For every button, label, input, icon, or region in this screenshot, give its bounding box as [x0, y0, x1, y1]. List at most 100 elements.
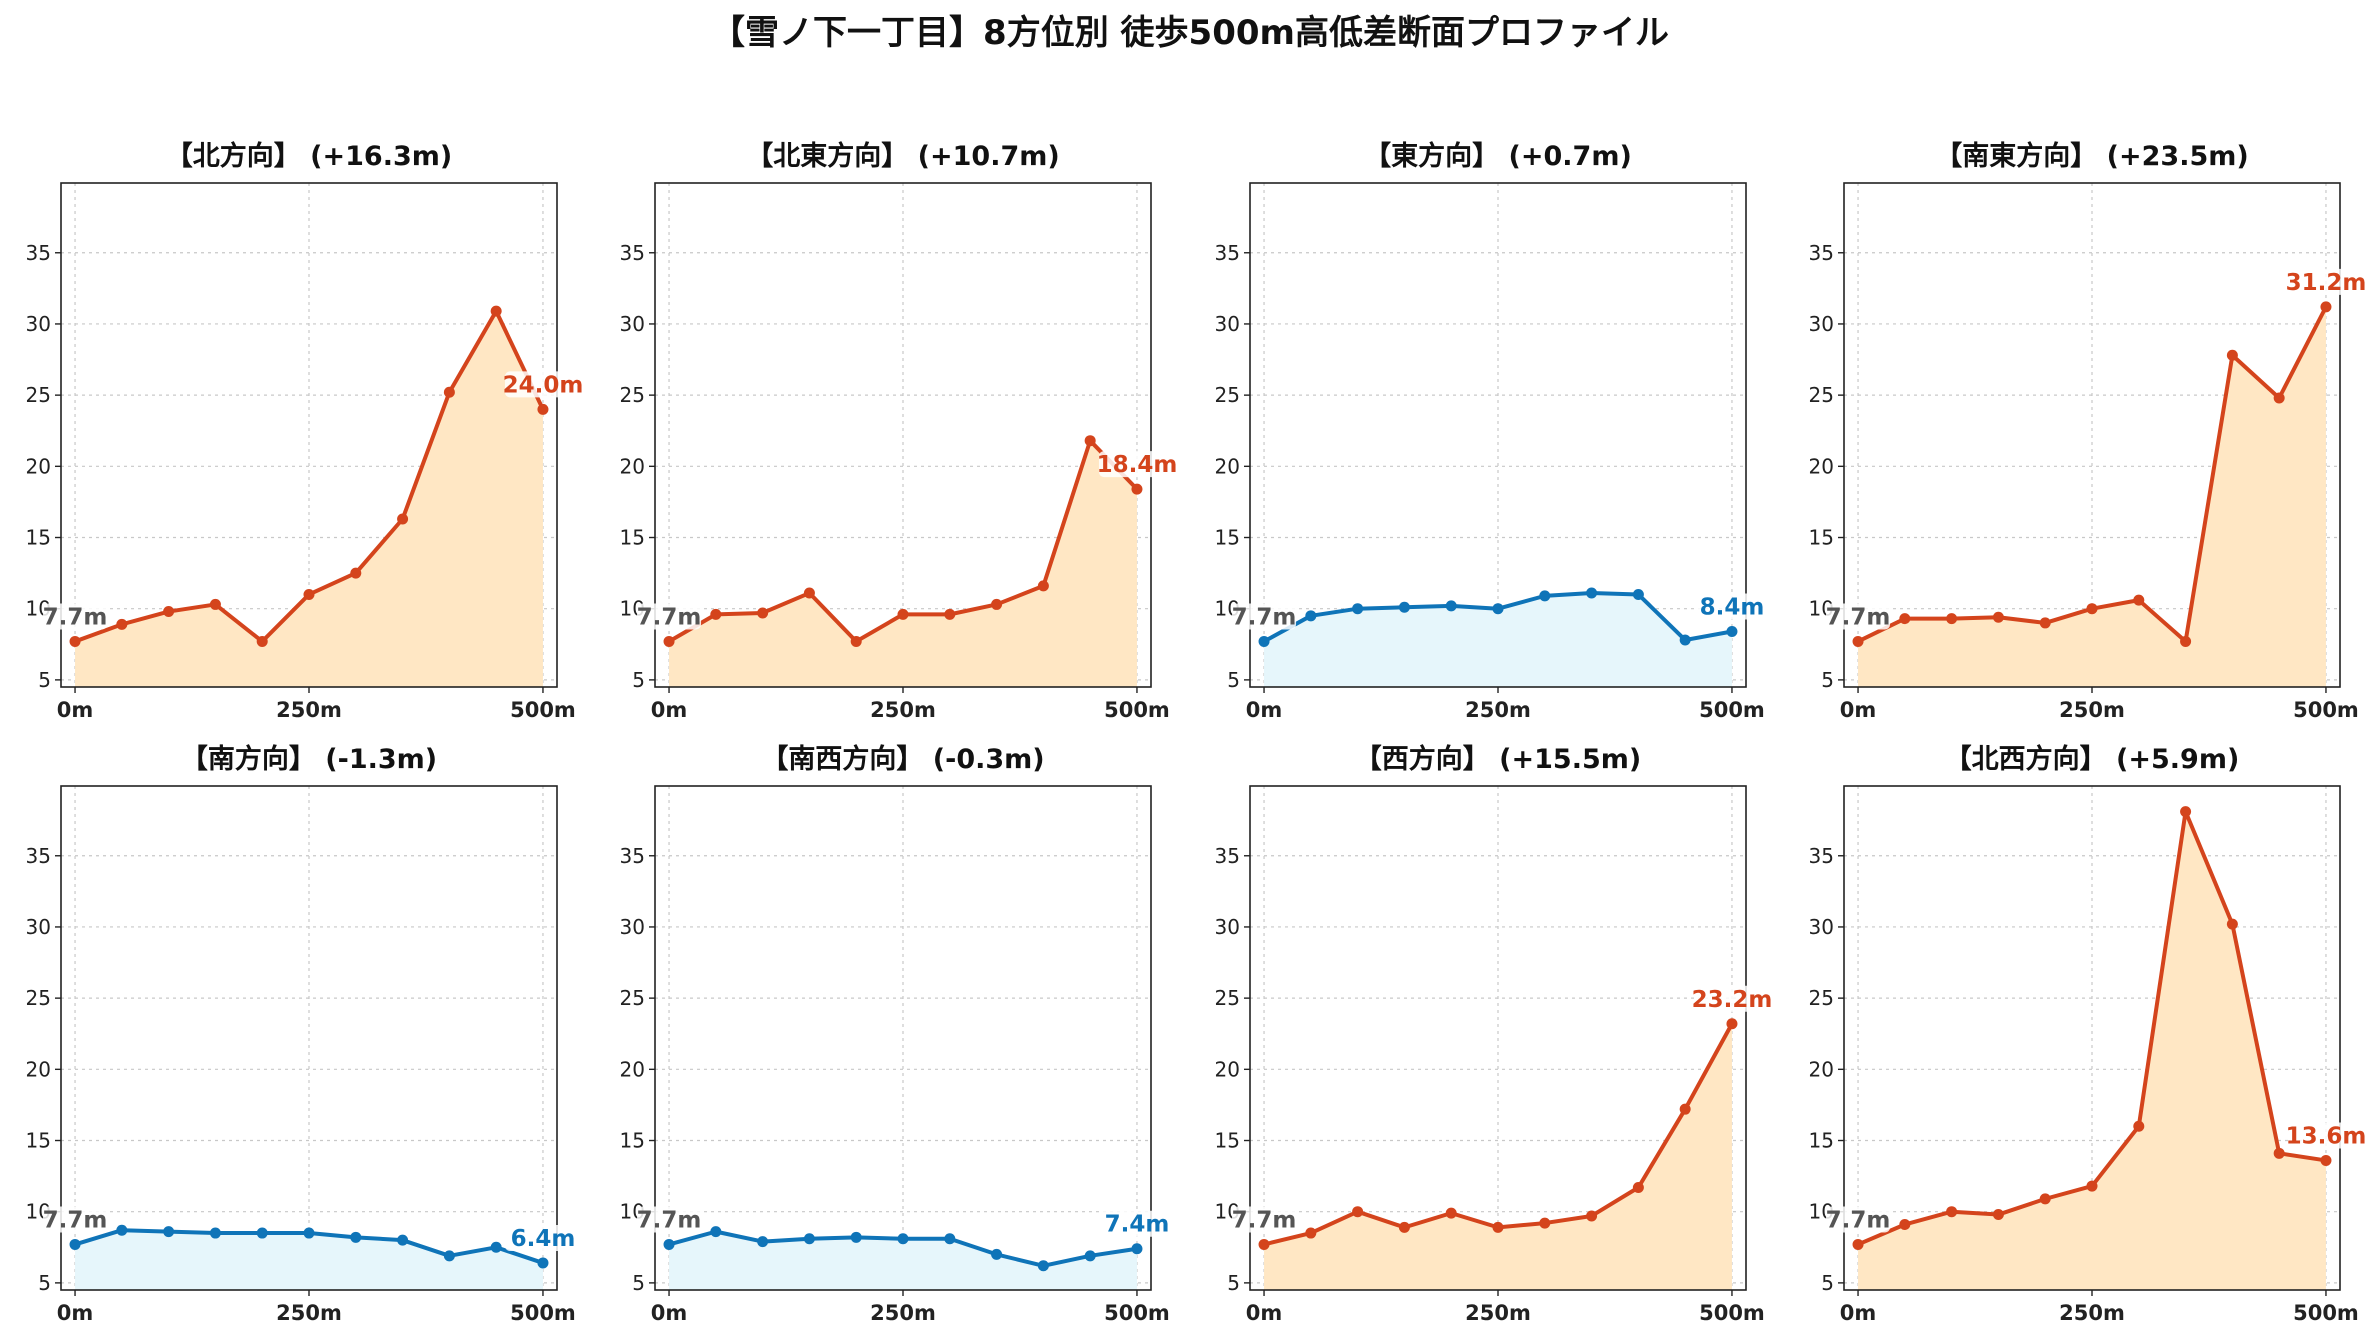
data-point	[1305, 1227, 1317, 1239]
x-tick-label: 250m	[276, 1301, 342, 1325]
data-point	[163, 1226, 175, 1238]
y-tick-label: 35	[1215, 844, 1240, 868]
data-point	[1492, 603, 1504, 615]
end-label: 7.4m	[1105, 1212, 1170, 1238]
start-label-box	[637, 1206, 702, 1233]
data-point	[2320, 1154, 2332, 1166]
start-label: 7.7m	[1232, 1207, 1297, 1233]
panel-title: 【南西方向】 (-0.3m)	[761, 743, 1044, 775]
area-fill	[1264, 1023, 1732, 1290]
end-label-box	[1693, 985, 1770, 1012]
data-point	[757, 607, 769, 619]
data-point	[490, 1241, 502, 1253]
x-tick-label: 0m	[1246, 1301, 1283, 1325]
data-point	[256, 1227, 268, 1239]
y-tick-label: 20	[1215, 454, 1240, 478]
data-point	[1037, 580, 1049, 592]
start-label: 7.7m	[43, 1207, 108, 1233]
data-point	[1992, 611, 2004, 623]
y-tick-label: 5	[1821, 1271, 1834, 1295]
start-label: 7.7m	[637, 604, 702, 630]
data-point	[443, 386, 455, 398]
data-point	[1084, 1250, 1096, 1262]
y-tick-label: 5	[1821, 668, 1834, 692]
figure-title: 【雪ノ下一丁目】8方位別 徒歩500m高低差断面プロファイル	[711, 13, 1669, 53]
data-point	[1539, 590, 1551, 602]
data-point	[1445, 600, 1457, 612]
data-point	[710, 608, 722, 620]
end-label: 24.0m	[503, 372, 584, 398]
data-point	[897, 1233, 909, 1245]
y-tick-label: 25	[1215, 986, 1240, 1010]
area-fill	[669, 1231, 1137, 1290]
y-tick-label: 25	[1215, 383, 1240, 407]
y-tick-label: 30	[620, 312, 645, 336]
data-point	[350, 1231, 362, 1243]
x-tick-label: 250m	[870, 698, 936, 722]
data-point	[1352, 1206, 1364, 1218]
end-label-box	[504, 1224, 581, 1251]
x-tick-label: 250m	[1465, 1301, 1531, 1325]
panel-title: 【北西方向】 (+5.9m)	[1945, 743, 2240, 775]
x-tick-label: 0m	[651, 698, 688, 722]
x-tick-label: 250m	[2059, 698, 2125, 722]
data-point	[1899, 1219, 1911, 1231]
data-point	[1852, 1238, 1864, 1250]
y-tick-label: 15	[620, 526, 645, 550]
panel-title: 【北方向】 (+16.3m)	[166, 140, 452, 172]
data-point	[1305, 610, 1317, 622]
data-point	[2226, 918, 2238, 930]
y-tick-label: 5	[1227, 668, 1240, 692]
start-label-box	[637, 603, 702, 630]
data-point	[209, 1227, 221, 1239]
data-point	[897, 608, 909, 620]
data-point	[1352, 603, 1364, 615]
panel-title: 【北東方向】 (+10.7m)	[746, 140, 1059, 172]
data-point	[1258, 635, 1270, 647]
area-fill	[1858, 306, 2326, 687]
data-point	[803, 587, 815, 599]
y-tick-label: 15	[1809, 1129, 1834, 1153]
data-point	[209, 598, 221, 610]
data-point	[1398, 601, 1410, 613]
y-tick-label: 15	[26, 1129, 51, 1153]
data-point	[1037, 1260, 1049, 1272]
data-point	[537, 1257, 549, 1269]
start-label-box	[1826, 603, 1891, 630]
data-point	[2180, 806, 2192, 818]
end-label-box	[1098, 451, 1175, 478]
panel-title: 【西方向】 (+15.5m)	[1355, 743, 1641, 775]
end-label-box	[1693, 593, 1770, 620]
start-label: 7.7m	[43, 604, 108, 630]
data-point	[991, 1248, 1003, 1260]
data-point	[1586, 1210, 1598, 1222]
x-tick-label: 0m	[57, 698, 94, 722]
data-point	[2273, 1147, 2285, 1159]
y-tick-label: 30	[1809, 915, 1834, 939]
y-tick-label: 25	[26, 383, 51, 407]
data-point	[350, 567, 362, 579]
data-point	[1852, 635, 1864, 647]
data-point	[69, 1238, 81, 1250]
x-tick-label: 500m	[2293, 698, 2359, 722]
data-point	[2180, 635, 2192, 647]
y-tick-label: 20	[620, 1057, 645, 1081]
data-point	[397, 513, 409, 525]
x-tick-label: 250m	[276, 698, 342, 722]
end-label: 18.4m	[1097, 452, 1178, 478]
x-tick-label: 500m	[1104, 1301, 1170, 1325]
start-label: 7.7m	[637, 1207, 702, 1233]
data-point	[2273, 392, 2285, 404]
y-tick-label: 35	[620, 844, 645, 868]
y-tick-label: 25	[1809, 986, 1834, 1010]
x-tick-label: 500m	[2293, 1301, 2359, 1325]
data-point	[116, 1224, 128, 1236]
end-label-box	[1098, 1210, 1175, 1237]
y-tick-label: 5	[632, 668, 645, 692]
start-label: 7.7m	[1232, 604, 1297, 630]
data-point	[1632, 1181, 1644, 1193]
